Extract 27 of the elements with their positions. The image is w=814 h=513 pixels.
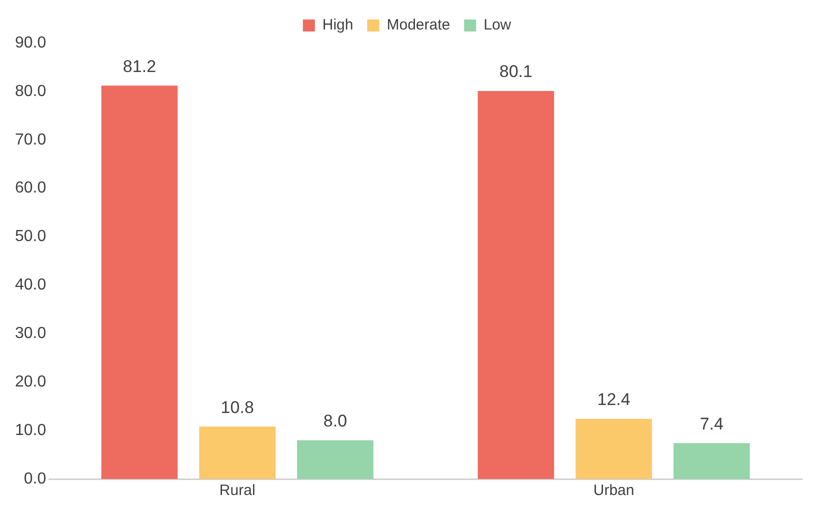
y-tick-label: 0.0: [24, 470, 46, 488]
bar: [478, 90, 554, 479]
data-label: 10.8: [220, 398, 254, 417]
y-tick-label: 10.0: [15, 422, 46, 439]
bar: [576, 418, 652, 479]
legend-label: Moderate: [386, 16, 450, 34]
data-label: 80.1: [499, 62, 532, 82]
y-tick-label: 90.0: [15, 34, 46, 52]
x-tick-label: Urban: [593, 482, 634, 500]
legend-label: High: [322, 16, 354, 34]
y-tick-label: 80.0: [15, 82, 46, 100]
legend-label: Low: [484, 16, 512, 34]
data-label: 7.4: [700, 414, 724, 434]
bar: [297, 440, 374, 479]
y-tick-label: 30.0: [15, 325, 46, 342]
y-tick-label: 40.0: [15, 276, 46, 294]
data-label: 81.2: [122, 56, 156, 76]
y-tick-label: 20.0: [15, 374, 46, 391]
data-label: 8.0: [323, 411, 348, 430]
data-label: 12.4: [597, 390, 630, 410]
bar: [101, 86, 178, 479]
bar: [199, 426, 276, 479]
bar: [673, 443, 750, 479]
y-tick-label: 70.0: [15, 131, 46, 148]
x-tick-label: Rural: [219, 482, 256, 500]
y-tick-label: 50.0: [15, 228, 46, 246]
y-tick-label: 60.0: [15, 180, 46, 197]
